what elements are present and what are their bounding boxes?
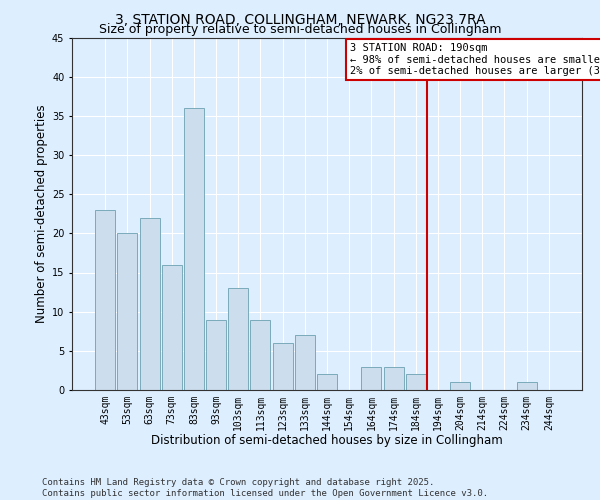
Bar [95,210,115,390]
Text: 3 STATION ROAD: 190sqm
← 98% of semi-detached houses are smaller (169)
2% of sem: 3 STATION ROAD: 190sqm ← 98% of semi-det… [350,43,600,76]
Bar [517,382,536,390]
Bar [184,108,204,390]
Bar [140,218,160,390]
Y-axis label: Number of semi-detached properties: Number of semi-detached properties [35,104,47,323]
Text: Size of property relative to semi-detached houses in Collingham: Size of property relative to semi-detach… [99,22,501,36]
Bar [228,288,248,390]
Text: Contains HM Land Registry data © Crown copyright and database right 2025.
Contai: Contains HM Land Registry data © Crown c… [42,478,488,498]
Bar [406,374,426,390]
Bar [272,343,293,390]
Bar [295,335,315,390]
Bar [206,320,226,390]
Bar [250,320,271,390]
Bar [317,374,337,390]
Bar [162,264,182,390]
Bar [450,382,470,390]
Bar [361,366,382,390]
Bar [383,366,404,390]
Bar [118,234,137,390]
X-axis label: Distribution of semi-detached houses by size in Collingham: Distribution of semi-detached houses by … [151,434,503,448]
Text: 3, STATION ROAD, COLLINGHAM, NEWARK, NG23 7RA: 3, STATION ROAD, COLLINGHAM, NEWARK, NG2… [115,12,485,26]
